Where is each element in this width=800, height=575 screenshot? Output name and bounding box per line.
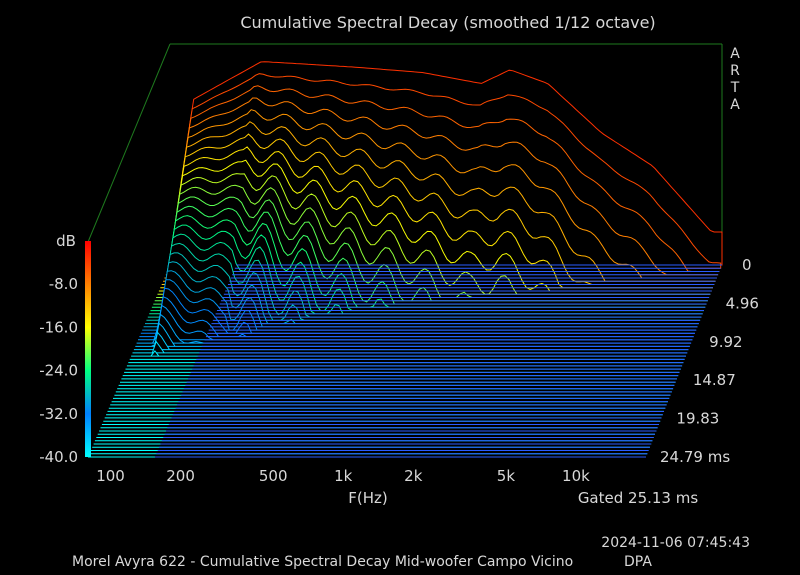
frequency-tick-label: 200	[166, 467, 195, 485]
decay-slices	[88, 61, 723, 458]
db-tick-label: -16.0	[39, 318, 78, 336]
db-tick-label: -32.0	[39, 405, 78, 423]
frequency-tick-label: 500	[259, 467, 288, 485]
chart-title: Cumulative Spectral Decay (smoothed 1/12…	[240, 13, 655, 32]
decay-slice	[131, 350, 686, 357]
db-axis: -8.0 -16.0 -24.0 -32.0 -40.0	[39, 275, 78, 466]
time-tick-label: 24.79 ms	[660, 448, 730, 466]
decay-floor	[154, 264, 722, 458]
db-tick-label: -40.0	[39, 448, 78, 466]
db-colorbar	[85, 241, 91, 457]
db-tick-label: -8.0	[49, 275, 78, 293]
time-tick-label: 4.96	[726, 294, 759, 312]
time-axis: 0 4.96 9.92 14.87 19.83 24.79 ms	[660, 256, 759, 466]
dpa-label: DPA	[624, 554, 652, 570]
frequency-axis-label: F(Hz)	[348, 489, 388, 507]
frequency-tick-label: 100	[96, 467, 125, 485]
plot-frame	[87, 43, 723, 265]
gated-label: Gated 25.13 ms	[578, 489, 699, 507]
frequency-tick-label: 1k	[334, 467, 353, 485]
frequency-tick-label: 5k	[497, 467, 516, 485]
frequency-axis: 100 200 500 1k 2k 5k 10k	[96, 467, 590, 485]
time-tick-label: 19.83	[676, 410, 719, 428]
db-tick-label: -24.0	[39, 362, 78, 380]
db-axis-label: dB	[56, 232, 76, 250]
frequency-tick-label: 10k	[562, 467, 590, 485]
time-tick-label: 14.87	[693, 371, 736, 389]
time-tick-label: 0	[742, 256, 752, 274]
time-tick-label: 9.92	[709, 333, 742, 351]
colorbar-gradient	[85, 241, 91, 457]
timestamp: 2024-11-06 07:45:43	[601, 535, 750, 551]
frequency-tick-label: 2k	[404, 467, 423, 485]
footer-caption: Morel Avyra 622 - Cumulative Spectral De…	[72, 554, 573, 570]
